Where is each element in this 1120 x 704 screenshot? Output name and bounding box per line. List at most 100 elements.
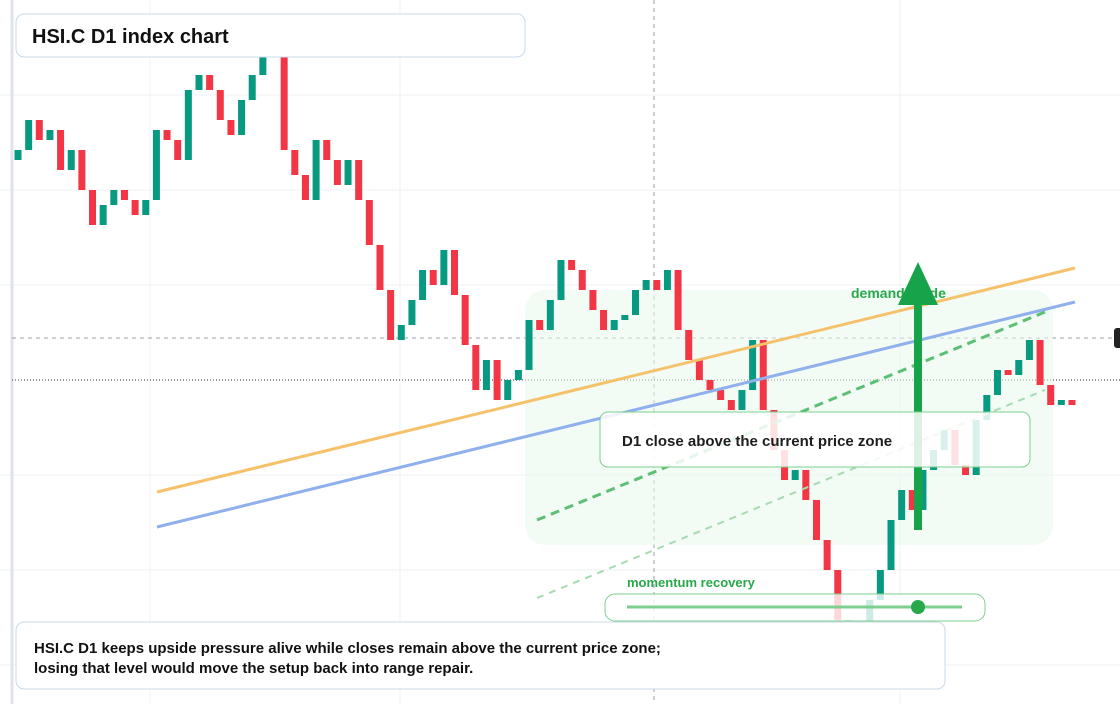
candle-body bbox=[1057, 400, 1065, 405]
candle-body bbox=[1004, 370, 1012, 375]
price-tag bbox=[1114, 328, 1120, 348]
candle-body bbox=[365, 200, 373, 245]
candle-body bbox=[142, 200, 150, 215]
candle-body bbox=[408, 300, 416, 325]
candle-body bbox=[706, 380, 714, 390]
candle-body bbox=[120, 190, 128, 200]
candle-body bbox=[184, 90, 192, 160]
candle-body bbox=[451, 250, 459, 295]
candle-body bbox=[759, 340, 767, 410]
candle-body bbox=[642, 280, 650, 290]
candle-body bbox=[568, 260, 576, 270]
candle-body bbox=[440, 250, 448, 285]
candle-body bbox=[610, 320, 618, 330]
candle-body bbox=[397, 325, 405, 340]
candle-body bbox=[259, 50, 267, 75]
candle-body bbox=[1047, 385, 1055, 405]
candle-body bbox=[472, 345, 480, 390]
slider-knob bbox=[911, 600, 925, 614]
candle-body bbox=[89, 190, 97, 225]
candle-body bbox=[898, 490, 906, 520]
candle-body bbox=[589, 290, 597, 310]
candle-body bbox=[493, 360, 501, 400]
candle-body bbox=[110, 190, 118, 205]
candle-body bbox=[152, 130, 160, 200]
candle-body bbox=[514, 370, 522, 380]
annotation-text: D1 close above the current price zone bbox=[622, 433, 892, 450]
candle-body bbox=[227, 120, 235, 135]
candle-body bbox=[206, 75, 214, 90]
candle-body bbox=[14, 150, 22, 160]
candle-body bbox=[1036, 340, 1044, 385]
candle-body bbox=[663, 270, 671, 290]
candle-body bbox=[1015, 360, 1023, 375]
candle-body bbox=[461, 295, 469, 345]
candle-body bbox=[280, 45, 288, 150]
candles bbox=[14, 45, 1076, 680]
candle-body bbox=[323, 140, 331, 160]
candle-body bbox=[387, 290, 395, 340]
candle-body bbox=[546, 300, 554, 330]
candle-body bbox=[291, 150, 299, 175]
candle-body bbox=[908, 490, 916, 510]
candle-body bbox=[717, 390, 725, 400]
candle-body bbox=[674, 270, 682, 330]
candle-body bbox=[376, 245, 384, 290]
candle-body bbox=[695, 360, 703, 380]
summary-line: HSI.C D1 keeps upside pressure alive whi… bbox=[34, 640, 661, 657]
candle-body bbox=[99, 205, 107, 225]
candle-body bbox=[919, 470, 927, 510]
candle-body bbox=[333, 160, 341, 185]
annotation-box bbox=[599, 411, 1031, 468]
candle-body bbox=[46, 130, 54, 140]
candle-body bbox=[131, 200, 139, 215]
candle-body bbox=[653, 280, 661, 290]
candle-body bbox=[429, 270, 437, 285]
candle-body bbox=[631, 290, 639, 315]
summary-line: losing that level would move the setup b… bbox=[34, 660, 473, 677]
candle-body bbox=[791, 470, 799, 480]
candle-body bbox=[812, 500, 820, 540]
candle-body bbox=[216, 90, 224, 120]
candle-body bbox=[578, 270, 586, 290]
candle-body bbox=[174, 140, 182, 160]
candle-body bbox=[57, 130, 65, 170]
candle-body bbox=[195, 75, 203, 90]
candle-body bbox=[78, 150, 86, 190]
candle-body bbox=[823, 540, 831, 570]
candle-body bbox=[1025, 340, 1033, 360]
arrow-head bbox=[898, 262, 938, 305]
candle-body bbox=[301, 175, 309, 200]
candle-body bbox=[25, 120, 33, 150]
candle-body bbox=[983, 395, 991, 420]
candle-body bbox=[312, 140, 320, 200]
candle-body bbox=[67, 150, 75, 170]
candle-body bbox=[962, 465, 970, 475]
candle-body bbox=[355, 160, 363, 200]
candle-body bbox=[749, 340, 757, 390]
candle-body bbox=[993, 370, 1001, 395]
candle-body bbox=[525, 320, 533, 370]
candle-body bbox=[738, 390, 746, 410]
candle-body bbox=[35, 120, 43, 140]
candle-body bbox=[876, 570, 884, 600]
candle-body bbox=[536, 320, 544, 330]
candle-body bbox=[238, 100, 246, 135]
candle-body bbox=[600, 310, 608, 330]
candle-body bbox=[504, 380, 512, 400]
candle-body bbox=[344, 160, 352, 185]
candle-body bbox=[1068, 400, 1076, 405]
candle-body bbox=[887, 520, 895, 570]
candle-body bbox=[163, 130, 171, 140]
candle-body bbox=[685, 330, 693, 360]
candle-body bbox=[482, 360, 490, 390]
chart-title: HSI.C D1 index chart bbox=[32, 26, 229, 48]
candle-body bbox=[419, 270, 427, 300]
candle-body bbox=[727, 400, 735, 410]
candle-body bbox=[802, 470, 810, 500]
annotation-text: momentum recovery bbox=[627, 575, 756, 590]
summary-box bbox=[15, 621, 946, 690]
candle-body bbox=[248, 75, 256, 100]
candle-body bbox=[557, 260, 565, 300]
